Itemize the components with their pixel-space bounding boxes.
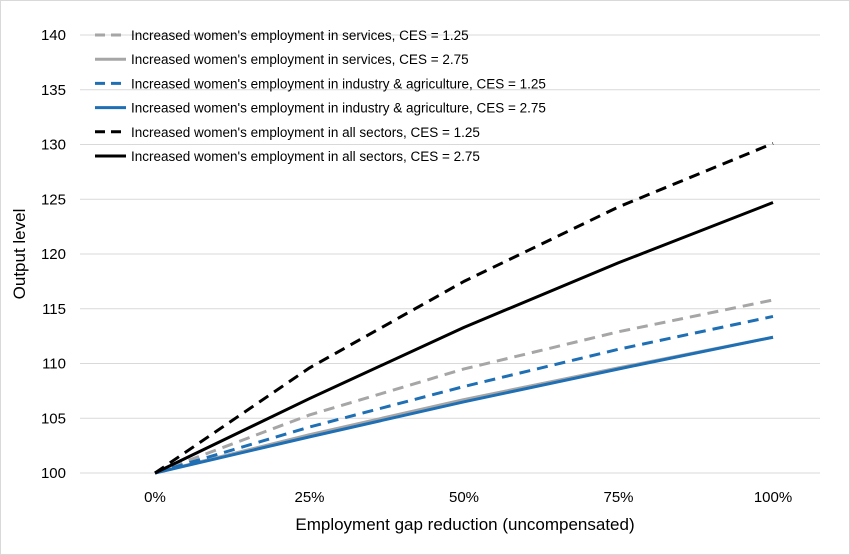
legend-label-3: Increased women's employment in industry… (131, 76, 546, 91)
series-line-4 (154, 335, 774, 475)
series-lines (154, 142, 774, 475)
legend-label-6: Increased women's employment in all sect… (131, 149, 480, 164)
x-tick-label: 25% (294, 489, 324, 506)
series-line-6 (154, 201, 774, 475)
y-tick-label: 140 (41, 27, 66, 44)
y-tick-label: 105 (41, 410, 66, 427)
gridlines (80, 34, 820, 474)
x-tick-label: 0% (144, 489, 166, 506)
y-tick-label: 125 (41, 191, 66, 208)
y-tick-label: 135 (41, 82, 66, 99)
x-axis-title: Employment gap reduction (uncompensated) (295, 515, 634, 534)
x-tick-label: 50% (449, 489, 479, 506)
series-line-3 (154, 314, 774, 475)
legend-label-1: Increased women's employment in services… (131, 28, 469, 43)
y-tick-label: 115 (42, 301, 66, 318)
legend-label-5: Increased women's employment in all sect… (131, 125, 480, 140)
y-tick-label: 130 (41, 137, 66, 154)
x-axis-ticks: 0% 25% 50% 75% 100% (144, 489, 792, 506)
y-tick-label: 110 (42, 356, 66, 373)
y-axis-title: Output level (10, 209, 29, 300)
series-line-1 (154, 298, 774, 475)
x-tick-label: 75% (603, 489, 633, 506)
y-tick-label: 100 (41, 465, 66, 482)
legend-label-4: Increased women's employment in industry… (131, 101, 546, 116)
legend-label-2: Increased women's employment in services… (131, 52, 469, 67)
y-axis-ticks: 100 105 110 115 120 125 130 135 140 (41, 27, 66, 482)
y-tick-label: 120 (41, 246, 66, 263)
series-line-5 (154, 142, 774, 475)
legend: Increased women's employment in services… (95, 28, 546, 164)
x-tick-label: 100% (754, 489, 792, 506)
